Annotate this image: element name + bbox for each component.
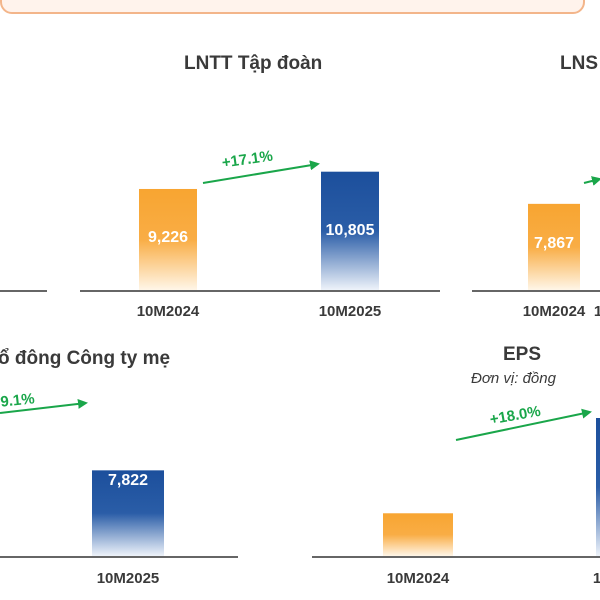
bar-10M2024	[139, 188, 197, 290]
growth-arrow	[202, 160, 320, 184]
chart-subtitle-eps-unit: Đơn vị: đồng	[471, 370, 556, 387]
x-tick-label-partial: 1	[594, 303, 600, 320]
bar-10M2025	[321, 171, 379, 290]
bar-value-label: 10,805	[326, 222, 375, 239]
x-tick-label: 10M2024	[387, 570, 450, 587]
bar-value-label: 7,822	[108, 472, 148, 489]
bar-10M2024	[383, 513, 453, 556]
chart-title-lns: LNS	[560, 53, 598, 74]
bar-partial-right	[596, 418, 600, 556]
growth-arrow	[455, 408, 592, 441]
x-tick-label: 10M2024	[523, 303, 586, 320]
growth-arrow	[583, 176, 600, 186]
x-tick-label: 10M2025	[97, 570, 160, 587]
bar-10M2024	[528, 203, 580, 290]
bar-value-label: 3,901	[398, 494, 438, 511]
growth-label: 9.1%	[0, 390, 35, 410]
chart-title-eps: EPS	[503, 344, 542, 365]
bar-10M2025	[92, 470, 164, 556]
chart-title-parent-profit: ổ đông Công ty mẹ	[0, 348, 171, 369]
x-tick-label: 10M2025	[319, 303, 382, 320]
bar-value-label: 7,867	[534, 235, 574, 252]
x-tick-label-partial: 1	[593, 570, 600, 587]
chart-title-lntt: LNTT Tập đoàn	[184, 53, 323, 74]
x-tick-label: 10M2024	[137, 303, 200, 320]
growth-label: +17.1%	[221, 148, 274, 172]
growth-arrow	[0, 398, 88, 414]
bar-value-label: 9,226	[148, 229, 188, 246]
